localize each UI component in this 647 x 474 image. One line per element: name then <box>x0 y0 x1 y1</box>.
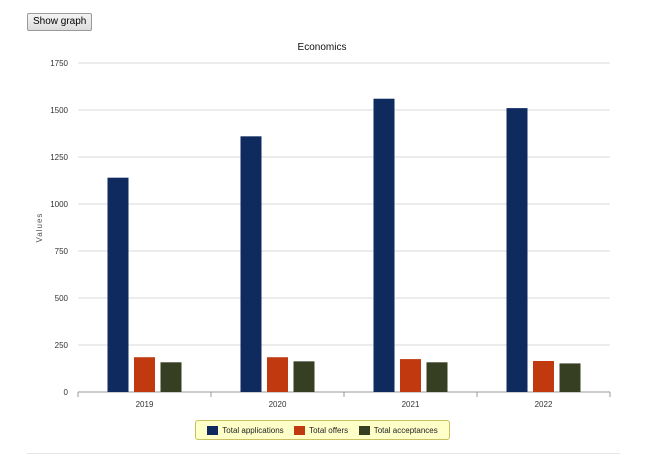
y-tick-label: 1750 <box>50 59 68 68</box>
x-tick-label: 2019 <box>136 400 154 409</box>
y-tick-label: 500 <box>55 294 69 303</box>
x-tick-label: 2021 <box>402 400 420 409</box>
bar-total-applications-2020 <box>240 136 262 392</box>
x-tick-label: 2022 <box>535 400 553 409</box>
chart-legend: Total applications Total offers Total acce… <box>195 420 450 440</box>
legend-label: Total acceptances <box>373 425 438 435</box>
legend-label: Total offers <box>309 425 349 435</box>
x-tick-labels: 2019 2020 2021 2022 <box>136 400 553 409</box>
legend-swatch <box>207 425 219 435</box>
bar-total-offers-2019 <box>134 357 155 392</box>
y-tick-label: 1500 <box>50 106 68 115</box>
y-tick-label: 1000 <box>50 200 68 209</box>
bar-total-applications-2019 <box>107 177 129 392</box>
bottom-divider <box>27 453 620 454</box>
y-tick-label: 0 <box>64 388 69 397</box>
legend-swatch <box>294 425 306 435</box>
bar-total-acceptances-2020 <box>293 361 315 392</box>
bar-total-offers-2021 <box>400 359 421 392</box>
y-tick-label: 1250 <box>50 153 68 162</box>
bar-total-acceptances-2022 <box>559 363 581 392</box>
legend-item: Total acceptances <box>358 425 438 435</box>
legend-label: Total applications <box>222 425 284 435</box>
y-tick-label: 250 <box>55 341 69 350</box>
axes <box>77 391 611 397</box>
y-axis-label: Values <box>35 213 44 243</box>
x-tick-label: 2020 <box>269 400 287 409</box>
bar-total-applications-2021 <box>373 98 395 392</box>
show-graph-button[interactable]: Show graph <box>27 13 93 31</box>
bars <box>107 98 581 393</box>
legend-item: Total applications <box>207 425 284 435</box>
legend-swatch <box>358 425 370 435</box>
bar-total-offers-2020 <box>267 357 288 392</box>
bar-total-applications-2022 <box>506 108 528 393</box>
bar-total-offers-2022 <box>533 360 554 392</box>
y-tick-label: 750 <box>55 247 69 256</box>
chart-title: Economics <box>298 42 347 53</box>
bar-total-acceptances-2021 <box>426 362 448 392</box>
gridlines <box>78 62 610 393</box>
y-tick-labels: 0 250 500 750 1000 1250 1500 1750 <box>50 59 68 397</box>
bar-total-acceptances-2019 <box>160 362 182 392</box>
legend-item: Total offers <box>294 425 349 435</box>
